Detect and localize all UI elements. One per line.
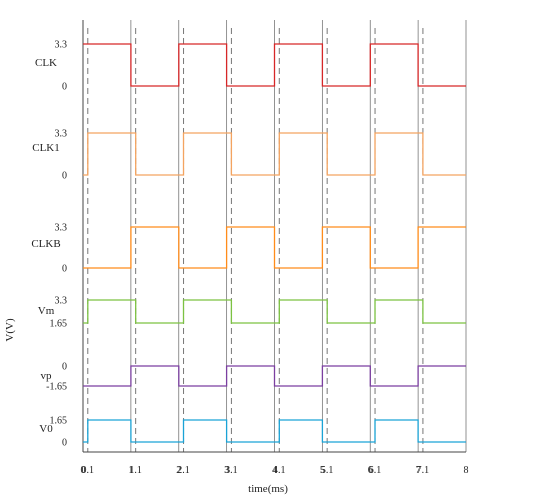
- y-tick-label-clk: 0: [62, 82, 67, 93]
- series-name-clkb: CLKB: [31, 238, 60, 250]
- y-tick-label-clk: 3.3: [55, 40, 68, 51]
- y-tick-label-v0: 0: [62, 438, 67, 449]
- x-tick-label: 6.1: [369, 465, 382, 476]
- series-line-vm: [83, 299, 466, 324]
- x-tick-label: 4: [272, 465, 277, 476]
- series-line-clk: [83, 43, 466, 87]
- series-line-clkb: [83, 226, 466, 269]
- series-name-v0: V0: [39, 423, 53, 435]
- y-tick-label-clkb: 0: [62, 264, 67, 275]
- x-tick-label: 4.1: [273, 465, 286, 476]
- x-tick-label: 0: [81, 465, 86, 476]
- axes-layer: [82, 20, 466, 453]
- y-tick-label-vm: 3.3: [55, 296, 68, 307]
- labels-layer: 00.1 11.1 22.1 33.1 44.1 55.1 66.1 77.1 83.30CLK…: [31, 40, 468, 477]
- x-tick-label: 7: [416, 465, 421, 476]
- x-tick-label: 8: [464, 465, 469, 476]
- x-tick-label: 1: [128, 465, 133, 476]
- series-name-vm: Vm: [38, 305, 55, 317]
- y-tick-label-v0: 1.65: [50, 416, 68, 427]
- series-layer: [83, 43, 466, 443]
- y-tick-label-clk1: 3.3: [55, 129, 68, 140]
- x-tick-label: 3.1: [225, 465, 238, 476]
- x-tick-label: 5.1: [321, 465, 334, 476]
- y-tick-label-vm: 1.65: [50, 319, 68, 330]
- series-name-clk1: CLK1: [32, 142, 60, 154]
- x-tick-label: 5: [320, 465, 325, 476]
- grid-layer: [87, 20, 467, 452]
- y-tick-label-clk1: 0: [62, 171, 67, 182]
- x-tick-label: 6: [368, 465, 373, 476]
- series-name-clk: CLK: [35, 57, 57, 69]
- series-line-v0: [83, 419, 466, 443]
- x-tick-label: 7.1: [417, 465, 430, 476]
- x-axis-label: time(ms): [248, 483, 288, 495]
- series-line-vp: [83, 365, 466, 387]
- y-tick-label-vp: -1.65: [46, 382, 67, 393]
- x-tick-label: 0.1: [82, 465, 95, 476]
- x-tick-label: 3: [224, 465, 229, 476]
- y-tick-label-clkb: 3.3: [55, 223, 68, 234]
- x-tick-label: 1.1: [129, 465, 142, 476]
- x-tick-label: 2.1: [177, 465, 190, 476]
- x-tick-label: 2: [176, 465, 181, 476]
- series-line-clk1: [83, 132, 466, 176]
- y-axis-label: V(V): [4, 318, 16, 342]
- y-tick-label-vp: 0: [62, 362, 67, 373]
- series-name-vp: vp: [41, 370, 53, 382]
